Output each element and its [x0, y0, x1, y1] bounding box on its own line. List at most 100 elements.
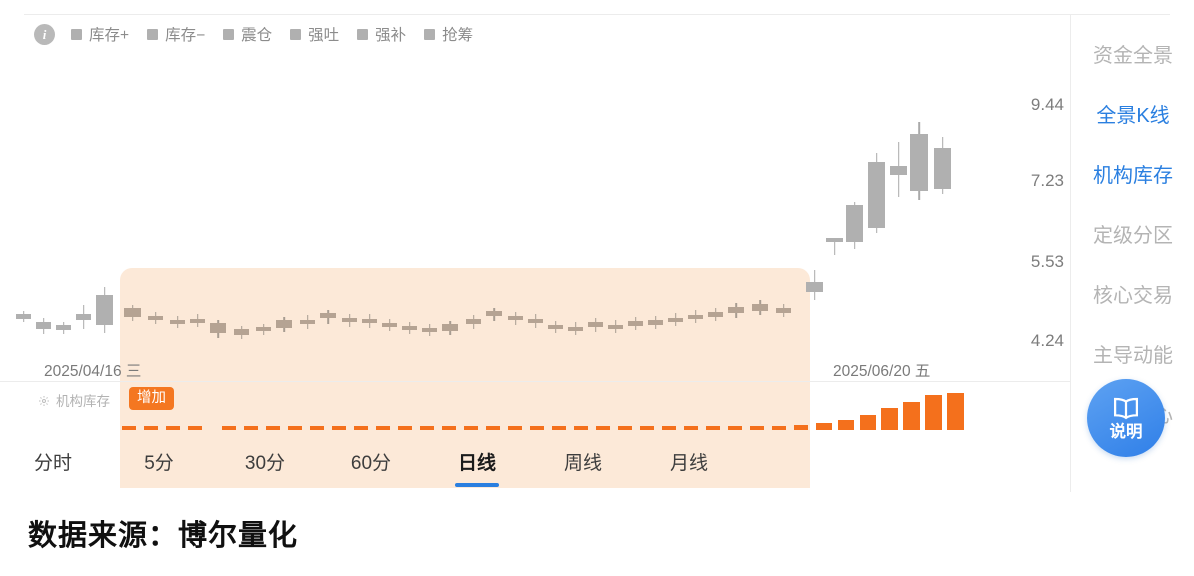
sidebar-item-资金全景[interactable]: 资金全景: [1093, 45, 1173, 67]
candlestick: [210, 42, 226, 382]
legend-item-label: 强补: [375, 27, 407, 44]
legend-swatch: [147, 28, 159, 40]
indicator-bar-flat: [310, 426, 324, 430]
legend-item[interactable]: 强补: [357, 23, 406, 45]
indicator-title: 机构库存: [38, 390, 110, 410]
candlestick: [628, 42, 643, 382]
candlestick-chart[interactable]: [0, 42, 1070, 488]
legend-item[interactable]: 库存+: [71, 23, 129, 45]
candlestick: [890, 42, 907, 382]
candlestick: [382, 42, 397, 382]
indicator-bar: [947, 393, 964, 430]
indicator-bar-flat: [640, 426, 654, 430]
candlestick: [508, 42, 523, 382]
indicator-bar: [925, 395, 942, 430]
legend-item[interactable]: 抢筹: [424, 23, 473, 45]
indicator-bar-flat: [354, 426, 368, 430]
legend-item[interactable]: 强吐: [290, 23, 339, 45]
candlestick: [402, 42, 417, 382]
timeframe-tabs[interactable]: 分时 5分 30分 60分 日线 周线 月线: [0, 440, 1070, 492]
help-button[interactable]: 说明: [1087, 379, 1165, 457]
tab-月线[interactable]: 月线: [669, 452, 708, 474]
candlestick: [256, 42, 271, 382]
top-divider: [24, 14, 1170, 15]
indicator-bar-flat: [794, 425, 808, 430]
legend-swatch: [71, 28, 82, 40]
sidebar-item-主导动能[interactable]: 主导动能: [1093, 345, 1173, 367]
indicator-bar: [881, 408, 898, 430]
legend-item[interactable]: 震仓: [223, 23, 272, 45]
indicator-panel: 机构库存 增加: [0, 382, 1070, 448]
indicator-bar-flat: [486, 426, 500, 430]
candlestick: [234, 42, 249, 382]
indicator-bar-flat: [266, 426, 280, 430]
legend-item-label: 库存+: [89, 27, 130, 44]
tab-日线[interactable]: 日线: [424, 448, 530, 485]
legend-swatch: [357, 28, 369, 40]
candlestick: [486, 42, 502, 382]
indicator-bar-flat: [574, 426, 588, 430]
date-label-end: 2025/06/20 五: [833, 363, 931, 380]
candlestick: [16, 42, 31, 382]
candlestick: [728, 42, 744, 382]
candlestick: [548, 42, 563, 382]
y-axis-tick: 9.44: [1030, 95, 1064, 114]
sidebar-item-定级分区[interactable]: 定级分区: [1093, 225, 1173, 247]
indicator-bar-flat: [398, 426, 412, 430]
tab-5分[interactable]: 5分: [144, 452, 174, 474]
indicator-bar-flat: [420, 426, 434, 430]
legend-item[interactable]: 库存−: [147, 23, 205, 45]
candlestick: [422, 42, 437, 382]
indicator-bar-flat: [552, 426, 566, 430]
indicator-bar-flat: [442, 426, 456, 430]
sidebar-item-机构库存[interactable]: 机构库存: [1093, 165, 1173, 187]
candlestick: [868, 42, 885, 382]
indicator-bars: [0, 382, 1070, 448]
indicator-bar-flat: [222, 426, 236, 430]
candlestick: [362, 42, 377, 382]
legend-swatch: [290, 28, 302, 40]
candlestick: [442, 42, 458, 382]
candlestick: [568, 42, 583, 382]
indicator-bar-flat: [122, 426, 136, 430]
tab-分时[interactable]: 分时: [33, 452, 72, 474]
indicator-bar-flat: [288, 426, 302, 430]
indicator-name: 机构库存: [56, 394, 110, 409]
candlestick: [910, 42, 928, 382]
indicator-bar-flat: [332, 426, 346, 430]
help-button-label: 说明: [1109, 422, 1143, 441]
status-badge: 增加: [129, 387, 174, 411]
candlestick: [466, 42, 481, 382]
y-axis-labels: 9.44 7.23 5.53 4.24: [1008, 42, 1064, 382]
panel-divider: [0, 381, 1070, 382]
info-icon[interactable]: i: [34, 23, 55, 45]
indicator-bar-flat: [684, 426, 698, 430]
candlestick: [528, 42, 543, 382]
sidebar-item-核心交易[interactable]: 核心交易: [1093, 285, 1173, 307]
candlestick: [648, 42, 663, 382]
indicator-bar-flat: [244, 426, 258, 430]
indicator-bar-flat: [144, 426, 158, 430]
sidebar-item-全景K线[interactable]: 全景K线: [1096, 105, 1170, 127]
candlestick: [846, 42, 863, 382]
gear-icon[interactable]: [38, 394, 50, 406]
candlestick: [56, 42, 71, 382]
tab-60分[interactable]: 60分: [350, 452, 392, 474]
indicator-bar: [860, 415, 876, 430]
legend-swatch: [223, 28, 235, 40]
indicator-bar-flat: [508, 426, 522, 430]
indicator-bar-flat: [706, 426, 720, 430]
indicator-bar-flat: [596, 426, 610, 430]
candlestick: [190, 42, 205, 382]
candlestick: [934, 42, 951, 382]
candlestick: [806, 42, 823, 382]
legend-bar: i 库存+ 库存− 震仓 强吐 强补 抢筹: [34, 22, 491, 46]
tab-周线[interactable]: 周线: [563, 452, 602, 474]
tab-30分[interactable]: 30分: [244, 452, 286, 474]
candlestick: [124, 42, 141, 382]
indicator-bar-flat: [188, 426, 202, 430]
candlestick: [826, 42, 843, 382]
candlestick: [148, 42, 163, 382]
legend-item-label: 震仓: [241, 27, 273, 44]
data-source-text: 数据来源：博尔量化: [28, 520, 299, 552]
